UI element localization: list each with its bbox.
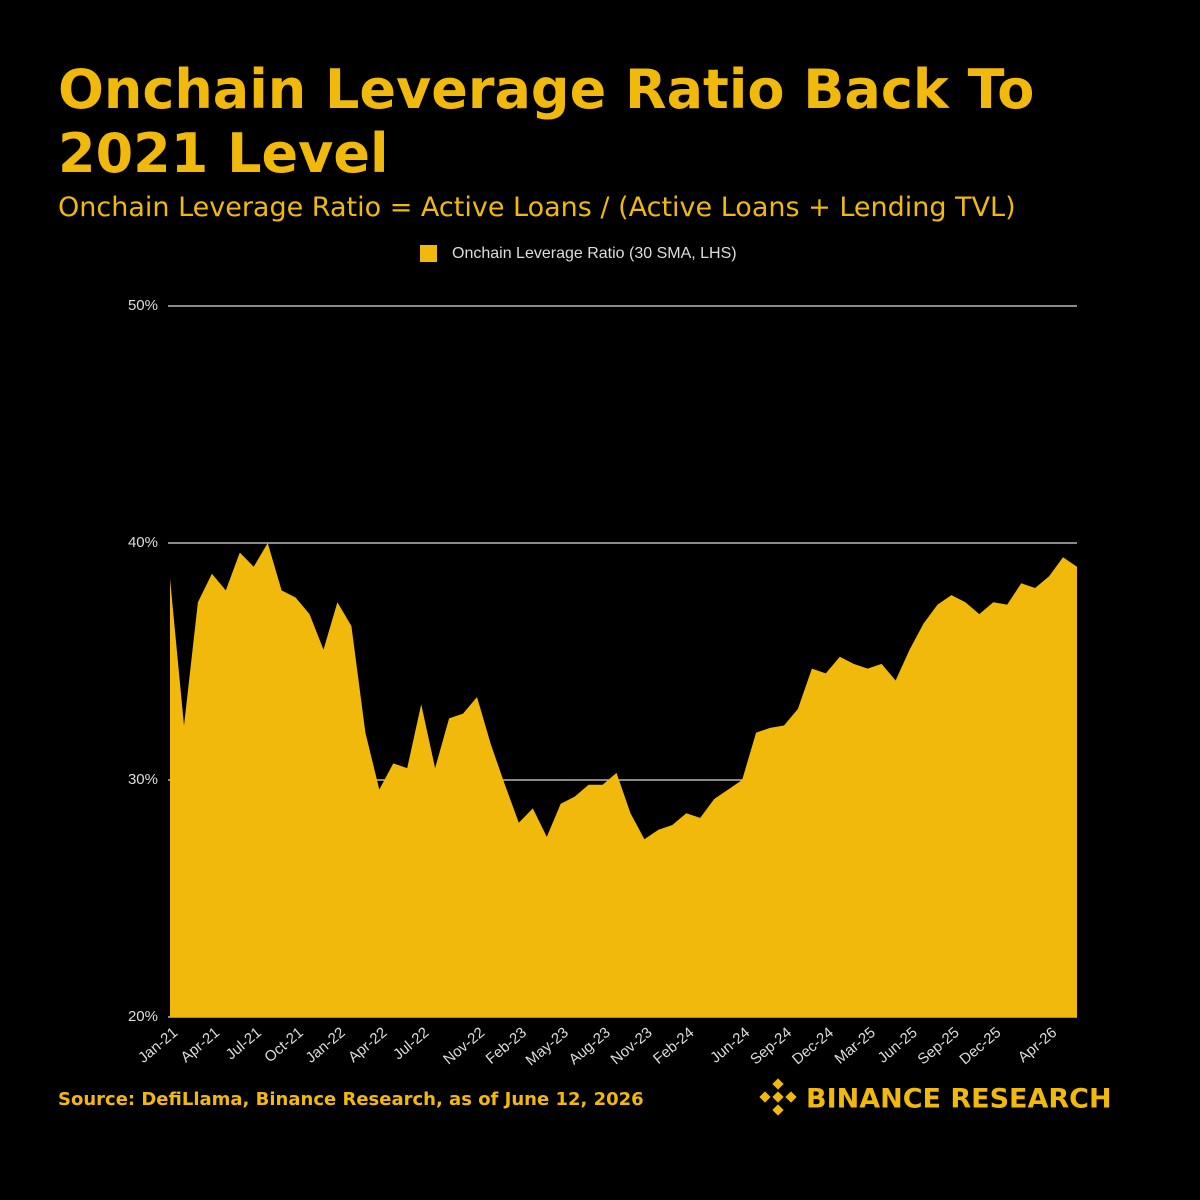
- area: [170, 543, 1077, 1017]
- x-tick-label: Mar-25: [831, 1024, 878, 1068]
- x-tick-label: Nov-22: [440, 1024, 488, 1068]
- x-tick-label: Sep-24: [747, 1024, 795, 1068]
- x-tick-label: Dec-24: [789, 1024, 837, 1068]
- y-tick-label: 50%: [128, 297, 158, 314]
- x-tick-label: Jun-24: [707, 1024, 753, 1067]
- x-tick-label: Jan-22: [302, 1024, 348, 1067]
- legend-swatch: [420, 245, 437, 262]
- x-tick-label: Jan-21: [135, 1024, 181, 1067]
- x-tick-label: Jul-21: [223, 1024, 265, 1063]
- y-tick-label: 30%: [128, 771, 158, 788]
- x-tick-label: Aug-23: [566, 1024, 614, 1068]
- source-note: Source: DefiLlama, Binance Research, as …: [58, 1089, 644, 1110]
- x-tick-label: May-23: [523, 1024, 572, 1069]
- x-tick-label: Apr-26: [1015, 1024, 1060, 1066]
- y-tick-label: 40%: [128, 534, 158, 551]
- x-tick-label: Sep-25: [915, 1024, 963, 1068]
- brand-logo: [759, 1078, 797, 1116]
- x-tick-label: Feb-23: [483, 1024, 530, 1068]
- brand-name: BINANCE RESEARCH: [806, 1084, 1112, 1115]
- legend-label: Onchain Leverage Ratio (30 SMA, LHS): [452, 245, 737, 262]
- chart-title: Onchain Leverage Ratio Back To 2021 Leve…: [58, 58, 1035, 185]
- chart-subtitle: Onchain Leverage Ratio = Active Loans / …: [58, 192, 1016, 223]
- x-tick-label: Apr-22: [345, 1024, 390, 1066]
- x-tick-label: Dec-25: [956, 1024, 1004, 1068]
- y-tick-label: 20%: [128, 1008, 158, 1025]
- x-tick-label: Jul-22: [390, 1024, 432, 1063]
- x-tick-label: Nov-23: [608, 1024, 656, 1068]
- x-tick-label: Feb-24: [650, 1024, 697, 1068]
- x-tick-label: Jun-25: [875, 1024, 921, 1067]
- x-tick-label: Oct-21: [261, 1024, 306, 1066]
- x-tick-label: Apr-21: [178, 1024, 223, 1066]
